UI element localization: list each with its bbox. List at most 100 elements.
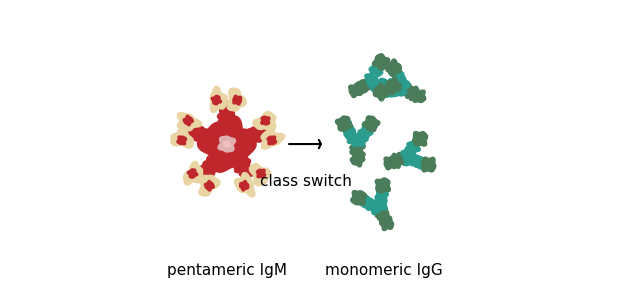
Polygon shape bbox=[407, 141, 420, 153]
Polygon shape bbox=[218, 115, 236, 135]
Polygon shape bbox=[187, 169, 198, 178]
Polygon shape bbox=[385, 85, 398, 97]
Polygon shape bbox=[374, 206, 388, 219]
Polygon shape bbox=[389, 153, 403, 168]
Polygon shape bbox=[373, 54, 390, 70]
Polygon shape bbox=[224, 145, 244, 163]
Polygon shape bbox=[177, 136, 187, 145]
Polygon shape bbox=[421, 157, 433, 171]
Polygon shape bbox=[376, 180, 389, 194]
Polygon shape bbox=[224, 141, 230, 147]
Polygon shape bbox=[250, 125, 268, 142]
Polygon shape bbox=[218, 122, 236, 142]
Polygon shape bbox=[171, 128, 193, 148]
Polygon shape bbox=[183, 116, 193, 126]
Polygon shape bbox=[198, 163, 215, 180]
Polygon shape bbox=[375, 178, 391, 193]
Polygon shape bbox=[407, 86, 420, 100]
Polygon shape bbox=[184, 161, 203, 185]
Polygon shape bbox=[360, 77, 373, 92]
Polygon shape bbox=[177, 113, 202, 131]
Polygon shape bbox=[394, 84, 407, 96]
Polygon shape bbox=[413, 132, 428, 146]
Polygon shape bbox=[384, 156, 397, 170]
Polygon shape bbox=[368, 200, 382, 214]
Polygon shape bbox=[353, 192, 368, 206]
Polygon shape bbox=[347, 133, 361, 147]
Polygon shape bbox=[235, 129, 255, 147]
Polygon shape bbox=[210, 86, 228, 112]
Polygon shape bbox=[257, 169, 265, 178]
Polygon shape bbox=[412, 90, 426, 103]
Polygon shape bbox=[187, 126, 202, 141]
Polygon shape bbox=[239, 181, 249, 191]
Polygon shape bbox=[206, 131, 224, 149]
Polygon shape bbox=[198, 116, 256, 172]
Polygon shape bbox=[404, 154, 416, 166]
Polygon shape bbox=[388, 63, 401, 76]
Polygon shape bbox=[351, 190, 366, 205]
Polygon shape bbox=[243, 127, 262, 145]
Polygon shape bbox=[211, 144, 229, 164]
Polygon shape bbox=[205, 181, 215, 191]
Polygon shape bbox=[234, 158, 250, 174]
Polygon shape bbox=[206, 150, 224, 170]
Polygon shape bbox=[218, 136, 236, 152]
Polygon shape bbox=[365, 71, 378, 85]
Polygon shape bbox=[227, 88, 246, 111]
Polygon shape bbox=[267, 136, 277, 145]
Polygon shape bbox=[363, 118, 378, 132]
Polygon shape bbox=[218, 109, 236, 126]
Polygon shape bbox=[219, 101, 234, 118]
Polygon shape bbox=[339, 118, 352, 132]
Polygon shape bbox=[253, 112, 276, 130]
Polygon shape bbox=[369, 64, 383, 77]
Polygon shape bbox=[233, 95, 241, 105]
Polygon shape bbox=[335, 116, 353, 131]
Polygon shape bbox=[211, 95, 221, 105]
Polygon shape bbox=[350, 140, 365, 154]
Polygon shape bbox=[350, 146, 365, 160]
Polygon shape bbox=[413, 134, 425, 147]
Polygon shape bbox=[228, 131, 249, 150]
Polygon shape bbox=[353, 80, 368, 94]
Polygon shape bbox=[376, 78, 391, 92]
Text: pentameric IgM: pentameric IgM bbox=[167, 263, 287, 278]
Polygon shape bbox=[343, 125, 356, 140]
Polygon shape bbox=[412, 155, 425, 169]
Polygon shape bbox=[249, 164, 271, 186]
Polygon shape bbox=[374, 198, 387, 211]
Polygon shape bbox=[421, 157, 436, 172]
Polygon shape bbox=[239, 163, 255, 181]
Polygon shape bbox=[368, 77, 381, 92]
Polygon shape bbox=[350, 152, 365, 167]
Polygon shape bbox=[386, 59, 401, 77]
Polygon shape bbox=[199, 175, 220, 196]
Polygon shape bbox=[261, 116, 270, 125]
Polygon shape bbox=[397, 77, 409, 92]
Polygon shape bbox=[377, 85, 389, 98]
Polygon shape bbox=[381, 216, 394, 231]
Polygon shape bbox=[375, 190, 388, 202]
Polygon shape bbox=[362, 116, 380, 131]
Polygon shape bbox=[373, 83, 389, 101]
Polygon shape bbox=[349, 83, 362, 98]
Polygon shape bbox=[234, 172, 255, 197]
Polygon shape bbox=[192, 127, 211, 145]
Polygon shape bbox=[401, 83, 415, 98]
Polygon shape bbox=[203, 156, 219, 175]
Polygon shape bbox=[358, 126, 373, 139]
Polygon shape bbox=[361, 196, 374, 210]
Polygon shape bbox=[378, 211, 391, 225]
Text: class switch: class switch bbox=[260, 174, 352, 189]
Polygon shape bbox=[198, 129, 218, 147]
Polygon shape bbox=[261, 129, 285, 149]
Polygon shape bbox=[353, 133, 368, 146]
Polygon shape bbox=[386, 79, 398, 93]
Polygon shape bbox=[392, 70, 405, 84]
Polygon shape bbox=[396, 152, 409, 165]
Text: monomeric IgG: monomeric IgG bbox=[326, 263, 443, 278]
Polygon shape bbox=[386, 77, 401, 95]
Polygon shape bbox=[228, 151, 248, 169]
Polygon shape bbox=[373, 56, 387, 70]
